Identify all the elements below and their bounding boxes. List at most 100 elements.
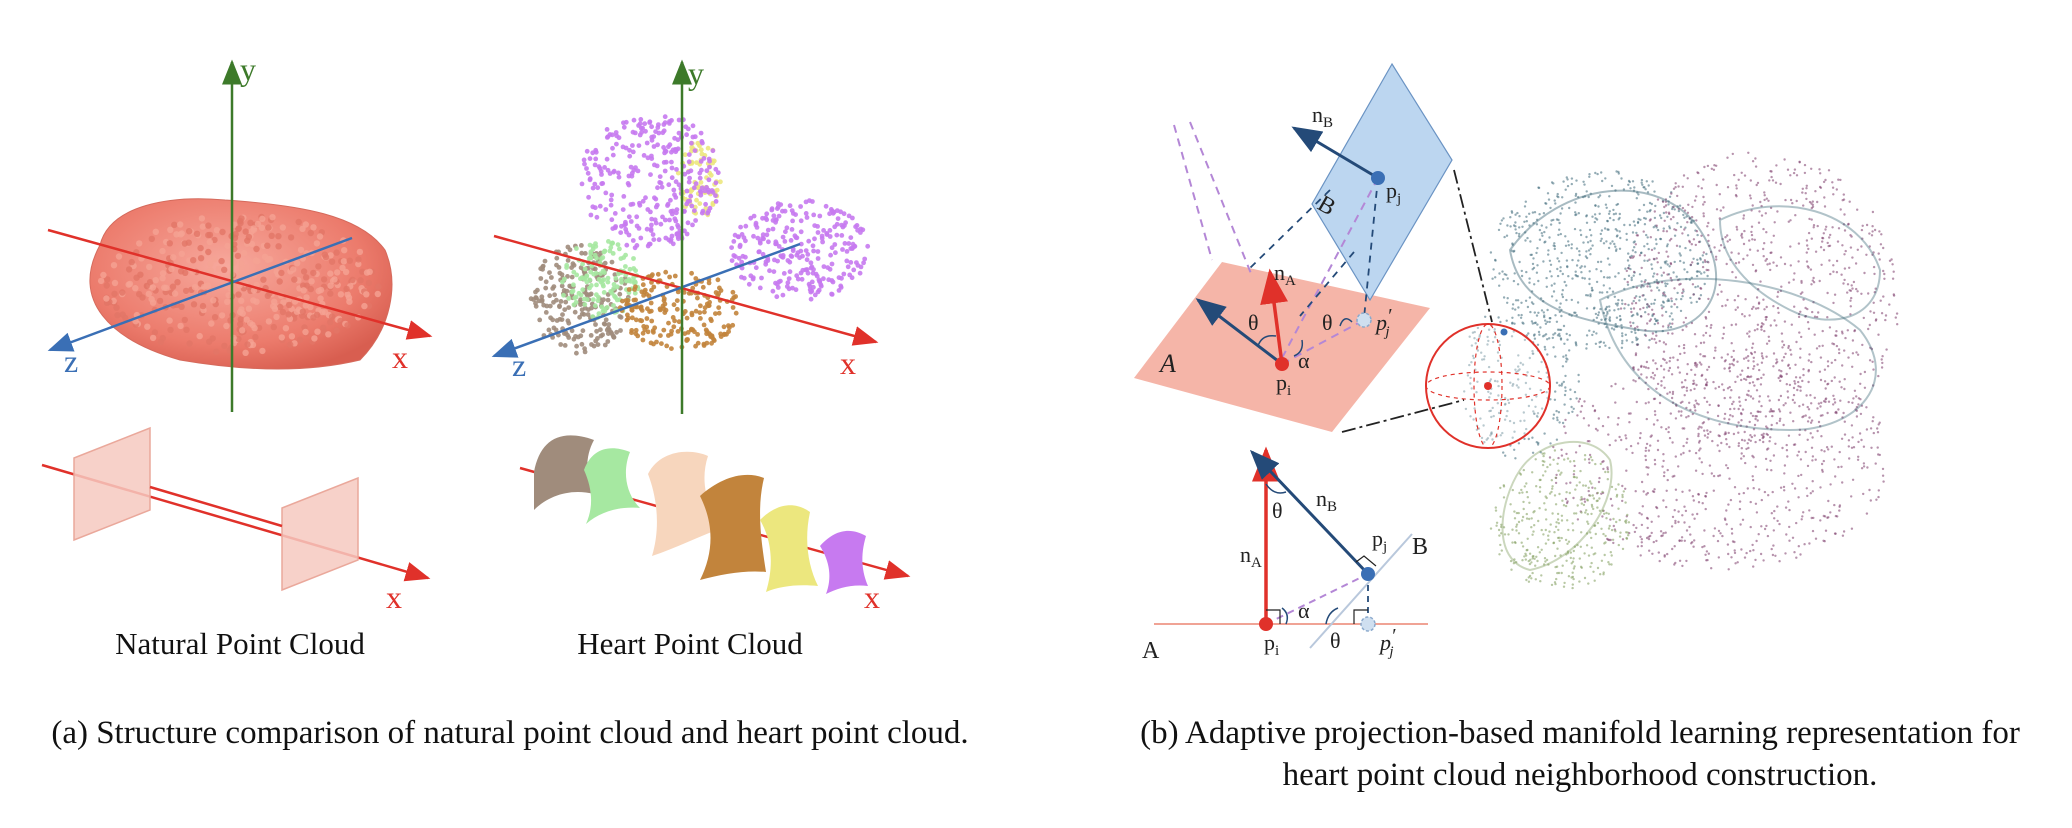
cloud-point (1862, 492, 1865, 496)
cloud-point (1589, 293, 1592, 296)
cloud-point (1590, 234, 1593, 237)
cloud-point (1688, 401, 1691, 404)
proj-dashed-1 (1173, 124, 1213, 261)
cloud-point (1621, 538, 1625, 541)
cloud-point (718, 179, 723, 185)
cloud-point (1673, 228, 1676, 231)
cloud-point (1856, 353, 1860, 356)
cloud-point (1536, 343, 1540, 346)
cloud-point (698, 192, 704, 198)
cloud-point (1823, 205, 1827, 208)
cloud-point (1549, 398, 1552, 401)
cloud-point (1841, 416, 1844, 419)
cloud-point (1588, 228, 1592, 232)
cloud-point (803, 267, 809, 273)
cloud-point (269, 214, 276, 221)
cloud-point (1675, 275, 1678, 278)
cloud-point (1563, 280, 1566, 284)
cloud-point (1497, 411, 1501, 415)
cloud-point (601, 290, 607, 295)
heart-surface-diagram: x (519, 435, 911, 615)
cloud-point (1853, 329, 1856, 333)
cloud-point (1693, 517, 1696, 520)
cloud-point (669, 233, 675, 239)
cloud-point (1872, 368, 1875, 371)
cloud-point (1769, 324, 1773, 327)
cloud-point (1600, 318, 1603, 321)
cloud-point (1669, 218, 1673, 221)
cloud-point (1772, 305, 1775, 308)
cloud-point (1559, 269, 1562, 273)
cloud-point (602, 260, 608, 266)
cloud-point (1746, 332, 1749, 335)
cloud-point (1752, 367, 1755, 370)
cloud-point (630, 149, 636, 155)
cloud-point (1833, 293, 1837, 296)
cloud-point (1621, 547, 1625, 551)
cloud-point (1668, 239, 1672, 242)
cloud-point (1546, 353, 1549, 356)
cloud-point (594, 214, 600, 220)
cloud-point (1749, 179, 1753, 182)
cloud-point (1583, 458, 1587, 461)
cloud-point (1768, 399, 1771, 402)
cloud-point (579, 243, 584, 248)
cloud-point (1874, 287, 1877, 290)
cloud-point (1632, 307, 1636, 310)
cloud-point (1712, 489, 1716, 492)
cloud-point (1596, 491, 1600, 495)
cloud-point (1667, 430, 1670, 434)
cloud-point (827, 234, 833, 239)
cloud-point (1488, 380, 1492, 383)
cloud-point (1692, 238, 1696, 241)
cloud-point (1850, 446, 1854, 449)
cloud-point (627, 153, 633, 159)
cloud-point (1594, 427, 1598, 431)
cloud-point (1763, 191, 1766, 194)
cloud-point (159, 247, 166, 255)
cloud-point (1697, 240, 1701, 244)
cloud-point (1597, 322, 1600, 325)
cloud-point (1614, 323, 1617, 326)
cloud-point (1684, 246, 1687, 250)
cloud-point (268, 232, 275, 239)
cloud-point (1558, 539, 1561, 542)
cloud-point (308, 278, 315, 285)
cloud-point (1644, 446, 1648, 450)
cloud-point (1769, 459, 1772, 462)
cloud-point (1640, 364, 1643, 368)
cloud-point (1592, 570, 1595, 573)
cloud-point (1610, 554, 1613, 557)
cloud-point (1724, 236, 1727, 239)
cloud-point (1761, 436, 1765, 440)
cloud-point (1764, 415, 1768, 418)
cloud-point (1758, 438, 1762, 442)
cloud-point (1482, 424, 1485, 427)
cloud-point (1674, 488, 1678, 491)
cloud-point (237, 316, 244, 323)
cloud-point (1690, 368, 1693, 372)
cloud-point (1851, 352, 1855, 355)
cloud-point (271, 305, 279, 312)
cloud-point (1770, 512, 1774, 515)
cloud-point (1723, 433, 1727, 436)
theta-arc-2 (1339, 318, 1353, 327)
cloud-point (1657, 289, 1661, 292)
cloud-point (1879, 299, 1882, 302)
cloud-point (1609, 242, 1612, 245)
cloud-point (149, 299, 157, 306)
cloud-point (1776, 519, 1779, 523)
cloud-point (1810, 167, 1813, 170)
cloud-point (1641, 294, 1644, 297)
cloud-point (1765, 197, 1769, 200)
cloud-point (1621, 342, 1624, 345)
cloud-point (1578, 250, 1581, 253)
cloud-point (1543, 502, 1546, 505)
cloud-point (1662, 211, 1666, 215)
cloud-point (1552, 413, 1556, 416)
cloud-point (1806, 438, 1809, 441)
cloud-point (1812, 301, 1815, 304)
cloud-point (848, 260, 854, 265)
cloud-point (1590, 536, 1593, 540)
cloud-point (278, 269, 285, 277)
